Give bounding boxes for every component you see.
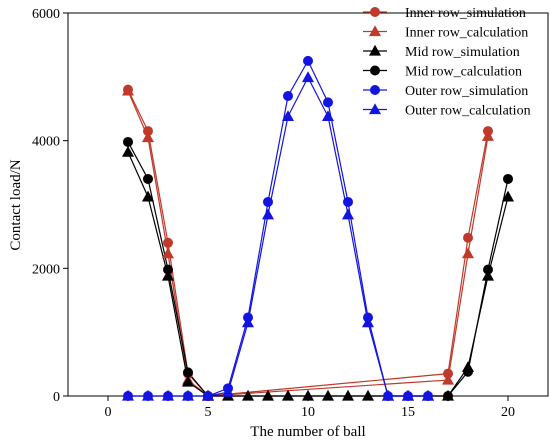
data-point-inner-row-simulation: [163, 237, 173, 248]
data-point-outer-row-calculation: [261, 208, 275, 220]
x-tick-label: 20: [501, 405, 515, 420]
data-point-inner-row-calculation: [461, 247, 475, 259]
data-point-mid-row-simulation: [161, 269, 175, 281]
y-tick-label: 2000: [32, 262, 60, 277]
data-point-outer-row-simulation: [283, 90, 293, 101]
legend-marker-mid-row-simulation: [368, 44, 382, 56]
data-point-mid-row-simulation: [261, 389, 275, 401]
data-point-inner-row-calculation: [161, 247, 175, 259]
data-point-outer-row-calculation: [361, 316, 375, 328]
data-point-mid-row-calculation: [483, 264, 493, 275]
legend-label-mid-row-simulation: Mid row_simulation: [405, 45, 520, 60]
data-point-outer-row-calculation: [401, 389, 415, 401]
legend-label-outer-row-calculation: Outer row_calculation: [405, 104, 531, 119]
series-line-outer-row-calculation: [128, 76, 428, 397]
y-axis-label: Contact load/N: [8, 159, 24, 250]
data-point-mid-row-calculation: [143, 173, 153, 184]
legend-marker-mid-row-calculation: [370, 65, 380, 76]
series-line-inner-row-calculation: [127, 90, 489, 397]
y-tick-label: 0: [53, 390, 60, 405]
data-point-outer-row-calculation: [301, 71, 315, 83]
legend-marker-outer-row-simulation: [370, 85, 380, 95]
x-tick-label: 5: [205, 405, 212, 420]
y-tick-label: 6000: [32, 7, 60, 22]
data-point-mid-row-simulation: [481, 269, 495, 281]
x-tick-label: 10: [301, 405, 315, 420]
data-point-mid-row-calculation: [163, 264, 173, 275]
data-point-outer-row-calculation: [121, 389, 135, 401]
legend-marker-inner-row-simulation: [370, 7, 380, 17]
x-axis-label: The number of ball: [250, 424, 365, 440]
data-point-mid-row-simulation: [361, 389, 375, 401]
legend: Inner row_simulation Inner row_calculatio…: [363, 6, 531, 119]
axis-ticks: 0 5 10 15 20 0 2000 4000 6000: [32, 7, 515, 420]
data-point-mid-row-calculation: [503, 173, 513, 184]
series-line-outer-row-simulation: [128, 59, 428, 397]
data-point-inner-row-calculation: [121, 84, 135, 96]
data-point-outer-row-calculation: [421, 389, 435, 401]
legend-marker-outer-row-calculation: [368, 103, 382, 115]
data-point-mid-row-simulation: [241, 389, 255, 401]
x-tick-label: 0: [105, 405, 112, 420]
data-point-mid-row-simulation: [141, 190, 155, 202]
data-point-outer-row-simulation: [263, 196, 273, 207]
data-point-mid-row-simulation: [281, 389, 295, 401]
data-point-outer-row-calculation: [281, 110, 295, 122]
data-point-inner-row-calculation: [441, 373, 455, 385]
data-point-outer-row-simulation: [303, 55, 313, 66]
data-point-outer-row-calculation: [221, 385, 235, 397]
data-point-outer-row-calculation: [381, 389, 395, 401]
data-point-mid-row-simulation: [321, 389, 335, 401]
legend-label-inner-row-calculation: Inner row_calculation: [405, 26, 528, 41]
data-point-mid-row-calculation: [463, 366, 473, 377]
data-point-mid-row-calculation: [443, 391, 453, 401]
data-point-mid-row-calculation: [183, 367, 193, 378]
y-tick-label: 4000: [32, 135, 60, 150]
data-point-outer-row-calculation: [241, 316, 255, 328]
data-point-mid-row-simulation: [181, 375, 195, 387]
data-point-mid-row-simulation: [121, 145, 135, 157]
data-point-mid-row-simulation: [341, 389, 355, 401]
legend-label-mid-row-calculation: Mid row_calculation: [405, 65, 522, 80]
data-point-outer-row-calculation: [341, 208, 355, 220]
data-point-mid-row-calculation: [123, 136, 133, 147]
x-tick-label: 15: [401, 405, 415, 420]
data-point-outer-row-calculation: [321, 110, 335, 122]
data-point-inner-row-calculation: [481, 129, 495, 141]
data-point-inner-row-calculation: [141, 131, 155, 143]
data-point-inner-row-simulation: [463, 232, 473, 243]
data-point-outer-row-calculation: [181, 389, 195, 401]
data-point-mid-row-simulation: [501, 190, 515, 202]
data-point-outer-row-simulation: [343, 196, 353, 207]
data-point-outer-row-simulation: [323, 97, 333, 108]
data-point-outer-row-calculation: [201, 389, 215, 401]
legend-label-outer-row-simulation: Outer row_simulation: [405, 84, 528, 99]
data-point-outer-row-calculation: [161, 389, 175, 401]
data-point-mid-row-simulation: [301, 389, 315, 401]
legend-label-inner-row-simulation: Inner row_simulation: [405, 6, 526, 21]
data-point-outer-row-calculation: [141, 389, 155, 401]
series-markers: [121, 55, 515, 401]
legend-marker-inner-row-calculation: [368, 25, 382, 37]
